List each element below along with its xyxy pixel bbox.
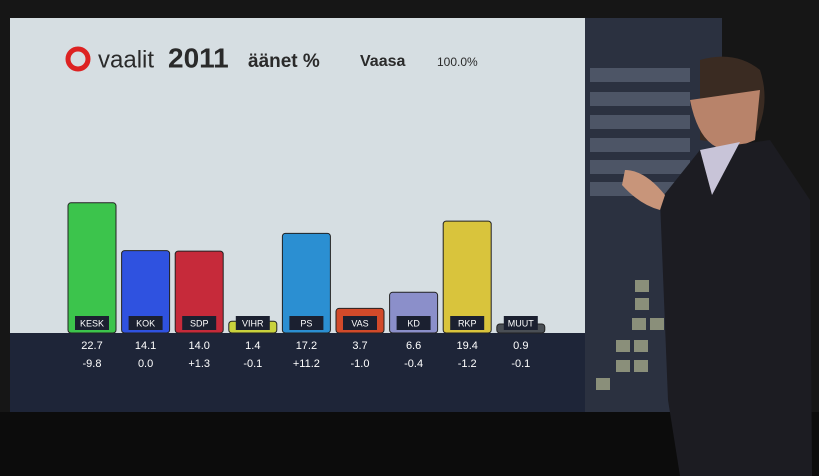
change-label: -1.0 xyxy=(351,358,370,370)
value-label: 19.4 xyxy=(456,340,477,352)
value-label: 6.6 xyxy=(406,340,421,352)
category-label: KOK xyxy=(136,318,155,328)
change-label: +11.2 xyxy=(293,358,320,370)
category-label: VAS xyxy=(351,318,368,328)
change-label: -1.2 xyxy=(458,358,477,370)
value-label: 17.2 xyxy=(296,340,317,352)
region: Vaasa xyxy=(360,53,405,70)
value-label: 14.1 xyxy=(135,340,156,352)
scene: KESK 22.7 -9.8 KOK 14.1 0.0 SDP 14.0 +1.3 VIHR 1.4… xyxy=(0,0,819,476)
chart-title: äänet % xyxy=(248,51,320,72)
category-label: SDP xyxy=(190,318,209,328)
category-label: RKP xyxy=(458,318,477,328)
change-label: -0.4 xyxy=(404,358,423,370)
value-label: 1.4 xyxy=(245,340,260,352)
category-label: KD xyxy=(407,318,420,328)
brand: vaalit xyxy=(98,46,154,73)
category-label: KESK xyxy=(80,318,104,328)
value-label: 14.0 xyxy=(188,340,209,352)
change-label: -9.8 xyxy=(83,358,102,370)
value-label: 0.9 xyxy=(513,340,528,352)
year: 2011 xyxy=(168,42,229,73)
bar xyxy=(68,203,116,333)
change-label: 0.0 xyxy=(138,358,153,370)
category-label: VIHR xyxy=(242,318,264,328)
value-label: 3.7 xyxy=(352,340,367,352)
change-label: -0.1 xyxy=(243,358,262,370)
change-label: -0.1 xyxy=(511,358,530,370)
counted: 100.0% xyxy=(437,55,478,69)
change-label: +1.3 xyxy=(188,358,210,370)
category-label: PS xyxy=(300,318,312,328)
category-label: MUUT xyxy=(508,318,534,328)
value-label: 22.7 xyxy=(81,340,102,352)
